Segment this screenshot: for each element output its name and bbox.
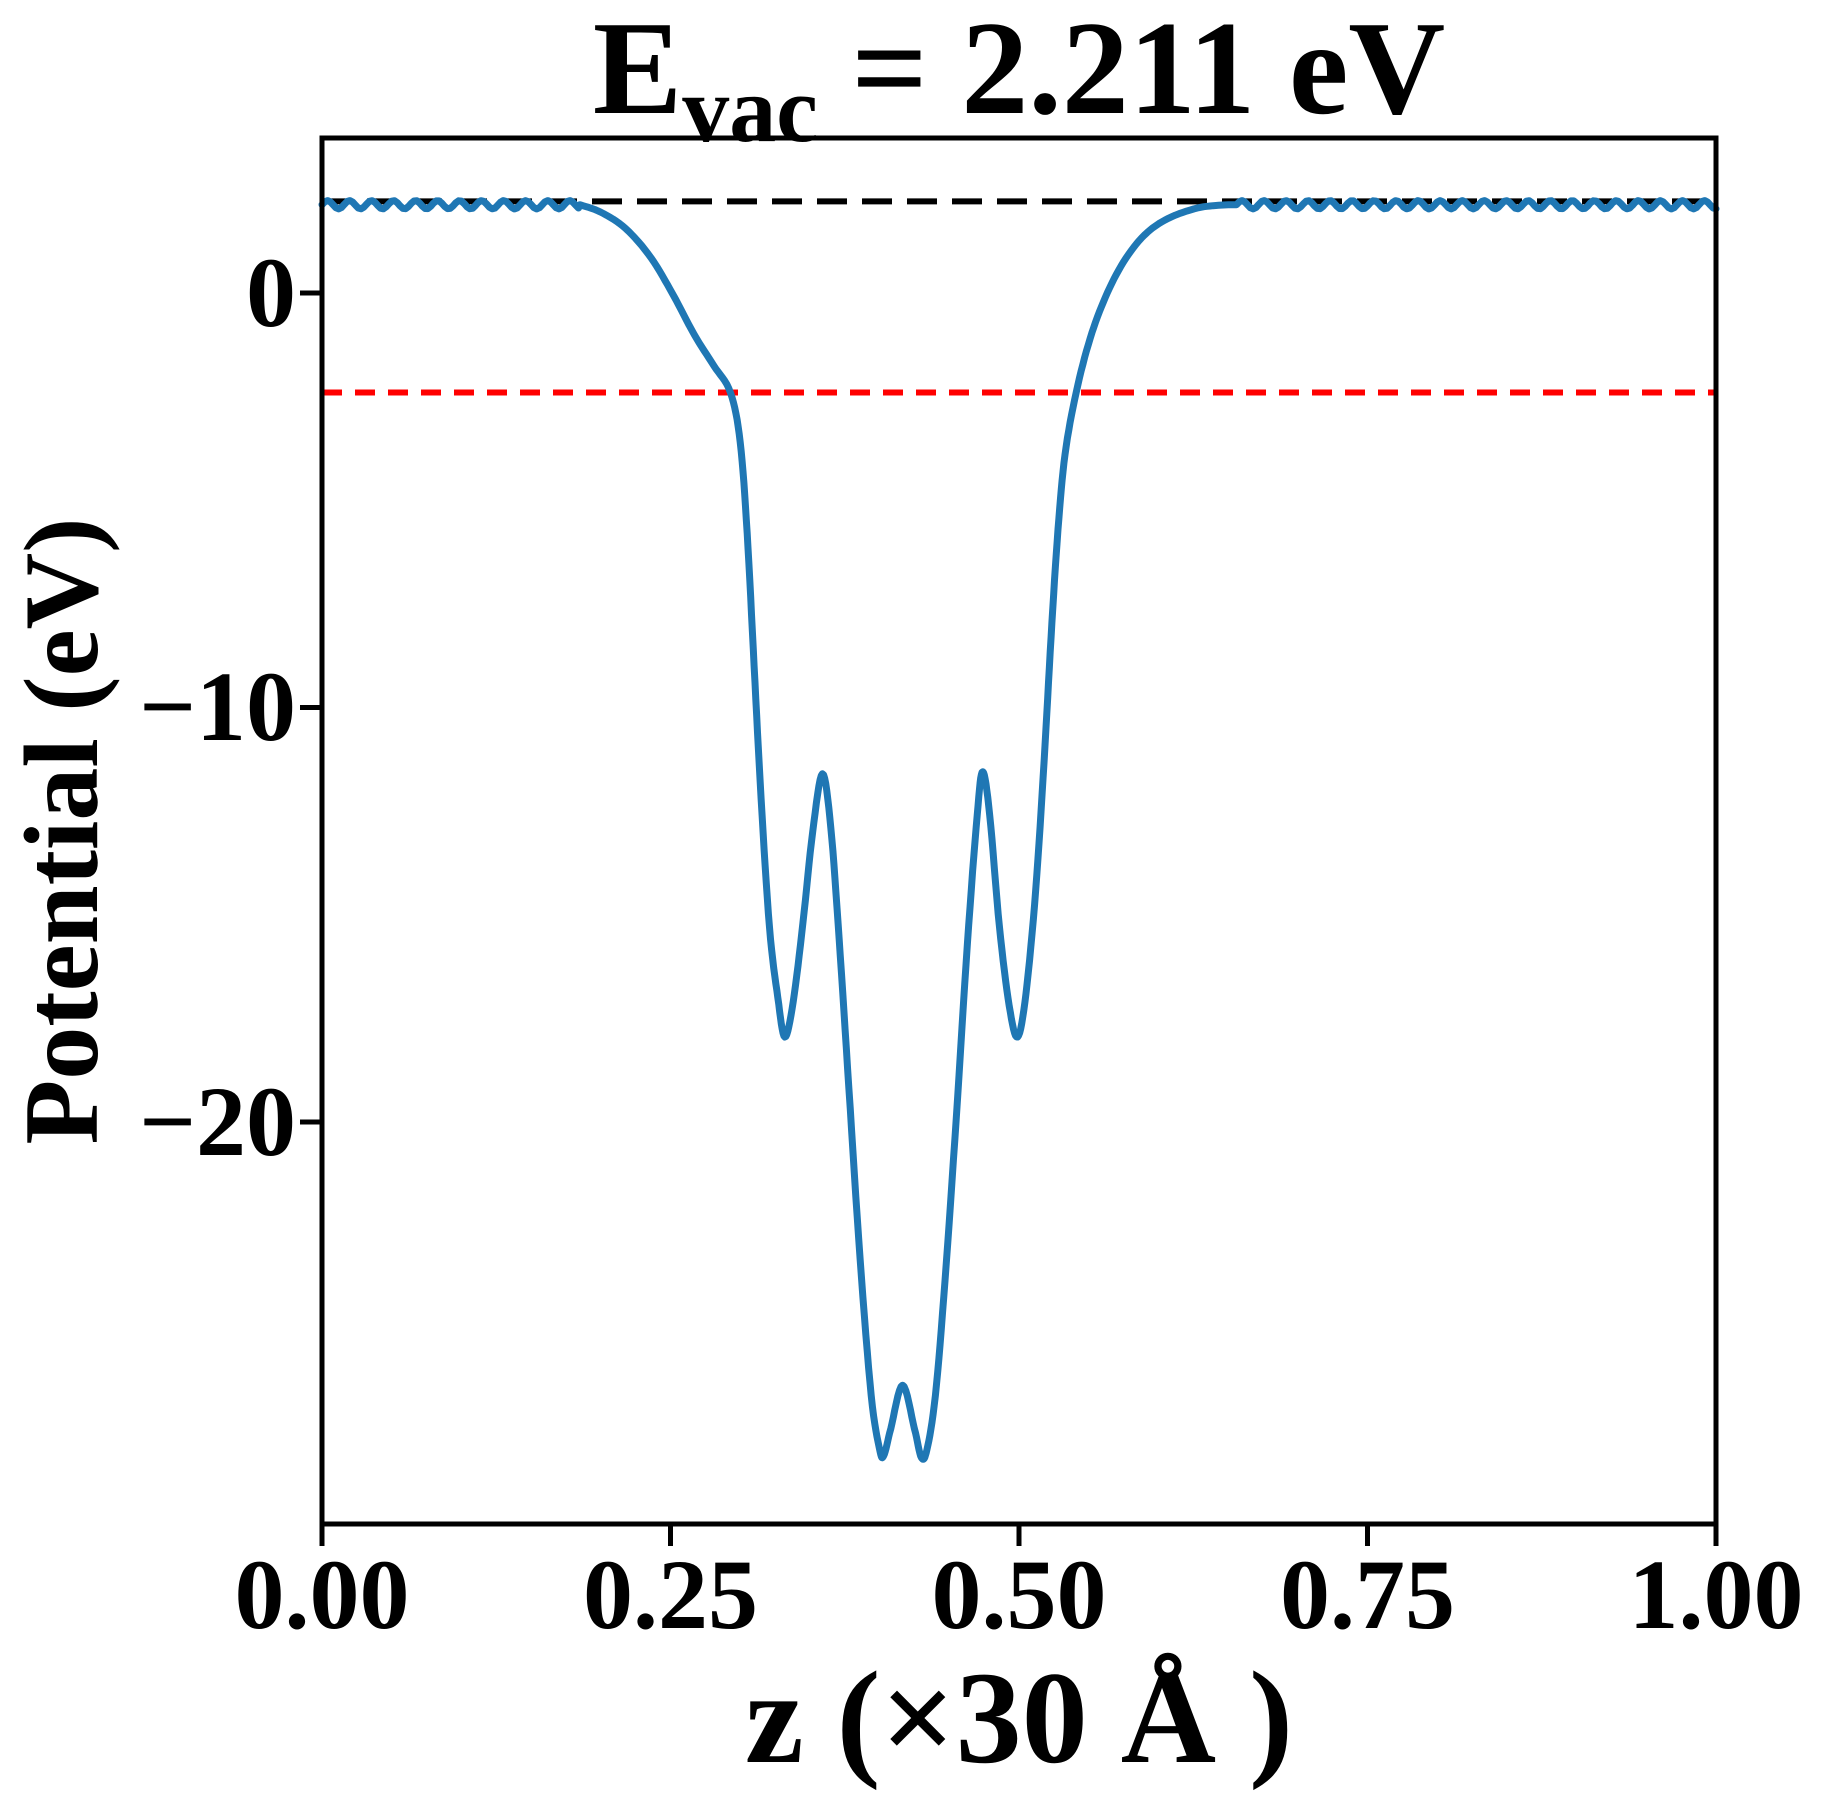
y-tick-label: −20 — [139, 1065, 296, 1177]
x-tick-label: 0.75 — [1280, 1539, 1455, 1650]
title-suffix: = 2.211 eV — [817, 0, 1446, 142]
plot-spines — [319, 135, 1719, 1527]
y-tick-label: 0 — [246, 237, 296, 348]
plot-title: Evac = 2.211 eV — [322, 0, 1716, 158]
x-tick-label: 0.00 — [234, 1539, 410, 1650]
x-tick-label: 0.25 — [583, 1539, 758, 1650]
title-prefix: E — [592, 0, 683, 142]
x-axis-label: z (×30 Å ) — [744, 1644, 1294, 1791]
x-tick-label: 0.50 — [931, 1539, 1107, 1650]
y-axis-label: Potential (eV) — [3, 517, 120, 1145]
title-subscript: vac — [682, 58, 818, 163]
x-tick-label: 1.00 — [1628, 1539, 1804, 1650]
y-tick-label: −10 — [139, 651, 296, 763]
potential-curve — [318, 197, 1720, 1463]
